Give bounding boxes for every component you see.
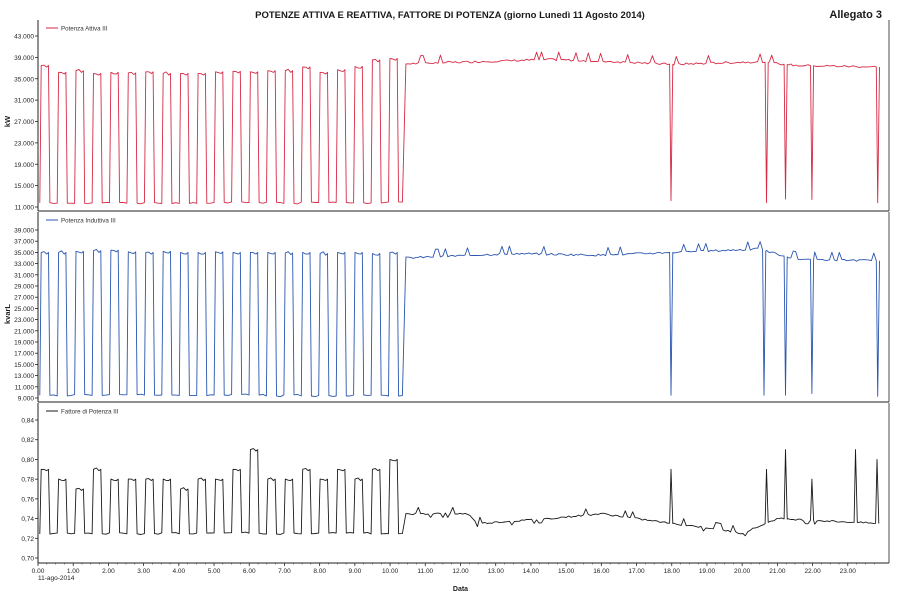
inductive-power-series-line [39,241,880,398]
active-power-ytick-label: 39.000 [14,55,34,62]
active-power-series-line [39,51,880,205]
inductive-power-ytick-label: 11.000 [15,384,35,391]
active-power-ytick-label: 35.000 [14,76,34,83]
power-factor-ytick-label: 0,78 [21,477,34,484]
x-tick-label: 2.00 [102,568,115,575]
inductive-power-ytick-label: 19.000 [14,340,34,347]
power-factor-ytick-label: 0,80 [21,457,34,464]
inductive-power-ytick-label: 13.000 [14,373,34,380]
active-power-ytick-label: 19.000 [14,162,34,169]
inductive-power-ytick-label: 9.000 [18,396,35,403]
inductive-power-ytick-label: 25.000 [14,306,34,313]
power-factor-series-line [39,448,880,537]
power-factor-ytick-label: 0,82 [21,437,34,444]
power-factor-ytick-label: 0,74 [21,516,34,523]
chart-title: POTENZE ATTIVA E REATTIVA, FATTORE DI PO… [255,10,645,21]
x-tick-label: 18.00 [664,568,681,575]
x-tick-label: 22.00 [804,568,821,575]
x-tick-label: 17.00 [628,568,645,575]
active-power-ytick-label: 43.000 [14,34,34,41]
inductive-power-ytick-label: 35.000 [14,250,34,257]
x-tick-label: 13.00 [488,568,505,575]
x-tick-label: 6.00 [243,568,256,575]
power-factor-ytick-label: 0,72 [21,536,34,543]
power-factor-ytick-label: 0,76 [21,496,34,503]
x-tick-label: 20.00 [734,568,751,575]
time-axis: 0.00 1.00 2.00 3.00 4.00 5.00 6.00 7.00 8.00 9.00… [32,563,875,593]
inductive-power-ytick-label: 39.000 [14,228,34,235]
x-tick-label: 11.00 [417,568,433,575]
active-power-ytick-label: 15.000 [14,183,34,190]
x-tick-label: 19.00 [699,568,716,575]
x-tick-label: 3.00 [137,568,150,575]
active-power-ytick-label: 27.000 [14,119,34,126]
x-axis-label: Data [453,586,468,593]
inductive-power-panel: 9.000 11.000 13.000 15.000 17.000 19.000 21.00… [3,212,890,403]
x-tick-label: 8.00 [313,568,326,575]
x-tick-label: 16.00 [593,568,610,575]
inductive-power-y-label: kvarL [3,304,12,324]
active-power-legend-label: Potenza Attiva III [61,25,108,32]
active-power-ytick-label: 23.000 [14,140,34,147]
inductive-power-ytick-label: 31.000 [14,272,34,279]
x-tick-label: 10.00 [382,568,399,575]
inductive-power-legend-label: Potenza Induttiva III [61,217,116,224]
inductive-power-ytick-label: 15.000 [14,362,34,369]
x-tick-label: 14.00 [523,568,540,575]
active-power-y-label: kW [3,115,12,127]
x-tick-label: 23.00 [840,568,857,575]
inductive-power-ytick-label: 21.000 [14,328,34,335]
active-power-ytick-label: 31.000 [14,98,34,105]
inductive-power-ytick-label: 23.000 [14,317,34,324]
power-factor-ytick-label: 0,84 [21,418,34,425]
x-tick-label: 5.00 [208,568,221,575]
inductive-power-ytick-label: 37.000 [14,239,34,246]
x-tick-label: 1.00 [67,568,80,575]
x-tick-label: 4.00 [173,568,186,575]
active-power-panel: 11.000 15.000 19.000 23.000 27.000 31.000 35.0… [3,20,890,212]
x-tick-label: 15.00 [558,568,575,575]
inductive-power-ytick-label: 17.000 [14,351,34,358]
x-tick-label: 0.00 [32,568,45,575]
x-tick-label: 21.00 [769,568,786,575]
x-tick-label: 9.00 [349,568,362,575]
x-date-label: 11-ago-2014 [38,575,75,582]
power-factor-legend-label: Fattore di Potenza III [61,408,119,415]
inductive-power-ytick-label: 33.000 [14,261,34,268]
inductive-power-ytick-label: 27.000 [14,295,34,302]
power-factor-ytick-label: 0,70 [21,556,34,563]
x-tick-label: 7.00 [278,568,291,575]
inductive-power-ytick-label: 29.000 [14,284,34,291]
active-power-ytick-label: 11.000 [15,205,35,212]
attachment-label: Allegato 3 [829,9,882,21]
power-factor-panel: 0,70 0,72 0,74 0,76 0,78 0,80 0,82 0,84 Fattore … [21,403,890,564]
x-tick-label: 12.00 [452,568,469,575]
